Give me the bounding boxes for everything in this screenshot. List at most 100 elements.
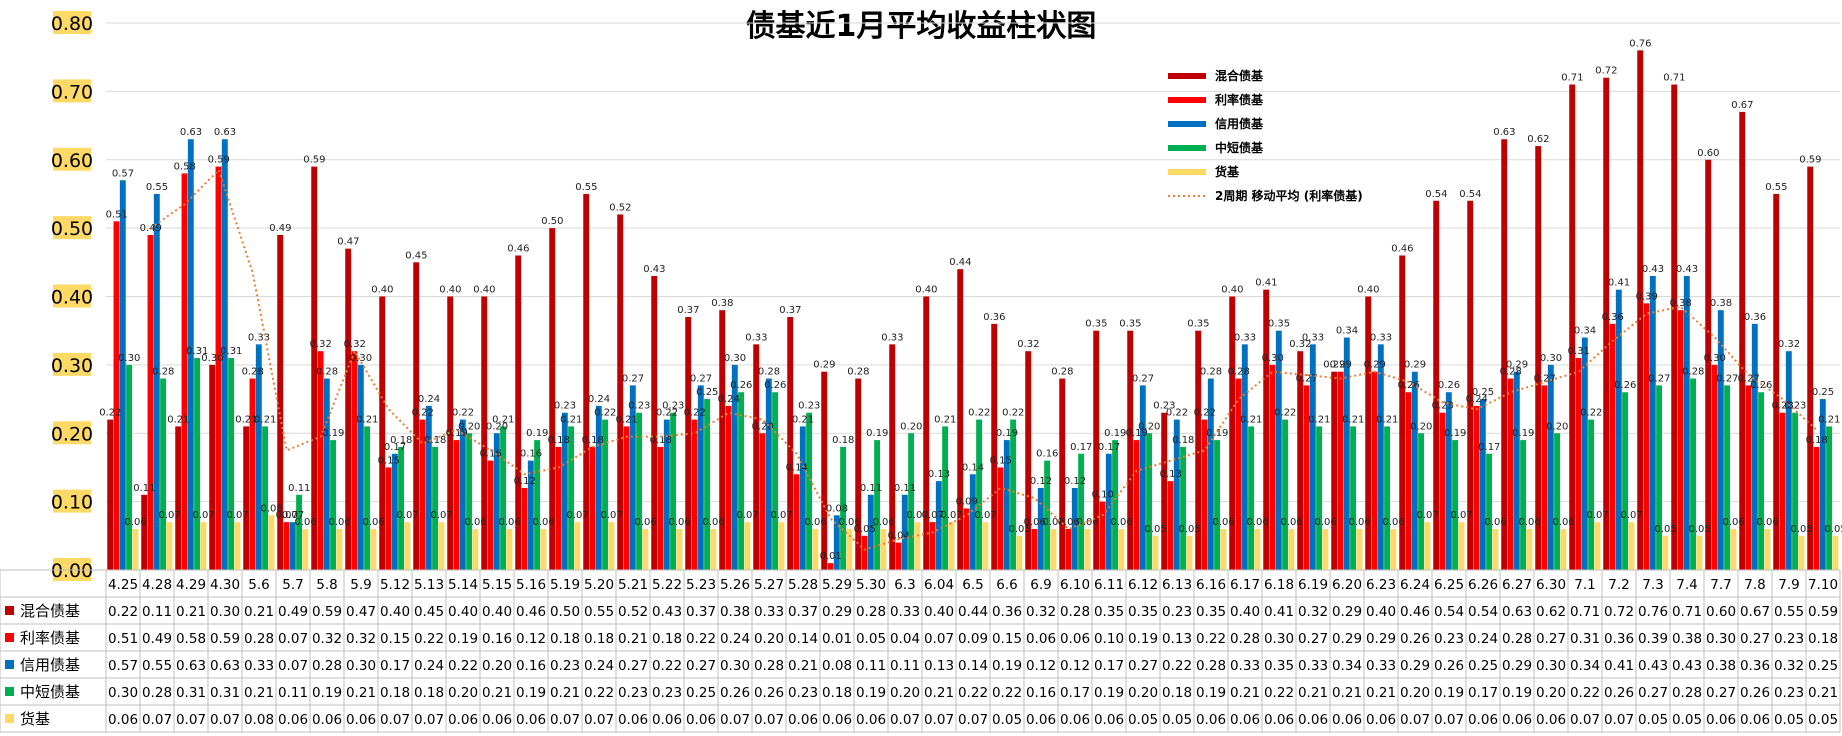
table-cell: 0.20 — [1400, 685, 1430, 701]
table-cell: 0.21 — [924, 685, 954, 701]
data-label: 0.54 — [1459, 189, 1481, 200]
data-label: 0.06 — [1348, 517, 1370, 528]
data-label: 0.54 — [1425, 189, 1447, 200]
data-label: 0.37 — [779, 305, 801, 316]
data-label: 0.06 — [1280, 517, 1302, 528]
data-label: 0.33 — [745, 332, 767, 343]
data-label: 0.06 — [294, 517, 316, 528]
xtick-label: 5.14 — [448, 577, 478, 593]
data-label: 0.55 — [575, 182, 597, 193]
bar — [534, 440, 541, 570]
bar — [1792, 412, 1799, 570]
bar — [889, 344, 896, 570]
bar — [744, 522, 751, 570]
xtick-label: 4.28 — [142, 577, 172, 593]
table-cell: 0.40 — [380, 604, 410, 620]
ytick-bg — [53, 216, 91, 240]
chart-title: 债基近1月平均收益柱状图 — [746, 9, 1097, 44]
table-cell: 0.54 — [1468, 604, 1498, 620]
table-cell: 0.06 — [516, 712, 546, 728]
data-label: 0.46 — [1391, 243, 1413, 254]
bar — [1683, 275, 1690, 570]
table-cell: 0.41 — [1264, 604, 1294, 620]
data-label: 0.23 — [1153, 401, 1175, 412]
bar — [1649, 275, 1656, 570]
table-cell: 0.06 — [1230, 712, 1260, 728]
table-cell: 0.04 — [890, 631, 920, 647]
table-cell: 0.20 — [482, 658, 512, 674]
table-cell: 0.21 — [1298, 685, 1328, 701]
bar — [685, 317, 692, 570]
data-label: 0.06 — [702, 517, 724, 528]
table-cell: 0.30 — [346, 658, 376, 674]
table-cell: 0.32 — [1026, 604, 1056, 620]
data-label: 0.44 — [949, 257, 971, 268]
bar — [935, 481, 942, 570]
data-label: 0.49 — [269, 223, 291, 234]
y-axis: 0.00 0.10 0.20 0.30 0.40 0.50 0.60 0.70 0.80 — [51, 11, 93, 582]
table-cell: 0.15 — [992, 631, 1022, 647]
table-cell: 0.23 — [1774, 685, 1804, 701]
data-label: 0.28 — [1051, 367, 1073, 378]
bar — [1127, 330, 1134, 570]
bar — [493, 433, 500, 570]
data-label: 0.20 — [1410, 421, 1432, 432]
data-label: 0.45 — [405, 250, 427, 261]
table-cell: 0.07 — [924, 712, 954, 728]
table-cell: 0.18 — [550, 631, 580, 647]
data-label: 0.30 — [350, 353, 372, 364]
data-label: 0.40 — [439, 285, 461, 296]
table-cell: 0.06 — [652, 712, 682, 728]
data-label: 0.21 — [1308, 414, 1330, 425]
data-label: 0.29 — [813, 360, 835, 371]
bar — [1535, 146, 1542, 570]
data-label: 0.31 — [186, 346, 208, 357]
bar — [731, 364, 738, 571]
table-legend-key — [5, 687, 14, 696]
bar — [243, 426, 250, 570]
table-cell: 0.27 — [1128, 658, 1158, 674]
table-legend-key — [5, 633, 14, 642]
data-label: 0.29 — [1506, 360, 1528, 371]
table-cell: 0.21 — [788, 658, 818, 674]
bar — [1745, 385, 1752, 570]
table-cell: 0.27 — [1536, 631, 1566, 647]
data-label: 0.22 — [594, 408, 616, 419]
bar — [976, 419, 983, 570]
data-label: 0.06 — [1722, 517, 1744, 528]
table-cell: 0.28 — [1502, 631, 1532, 647]
bar — [351, 351, 358, 570]
xtick-label: 7.7 — [1710, 577, 1731, 593]
data-label: 0.18 — [1172, 435, 1194, 446]
xtick-label: 5.27 — [754, 577, 784, 593]
bar — [908, 433, 915, 570]
data-label: 0.25 — [1812, 387, 1834, 398]
xtick-label: 7.4 — [1676, 577, 1697, 593]
table-cell: 0.18 — [652, 631, 682, 647]
table-cell: 0.29 — [1332, 631, 1362, 647]
table-cell: 0.38 — [1706, 658, 1736, 674]
data-label: 0.12 — [1030, 476, 1052, 487]
bar — [432, 446, 439, 570]
bar — [1093, 330, 1100, 570]
table-legend-key — [5, 606, 14, 615]
bar — [963, 508, 970, 570]
data-label: 0.20 — [486, 421, 508, 432]
table-cell: 0.07 — [754, 712, 784, 728]
data-label: 0.21 — [616, 414, 638, 425]
table-cell: 0.21 — [1230, 685, 1260, 701]
data-label: 0.40 — [915, 285, 937, 296]
data-label: 0.71 — [1561, 73, 1583, 84]
xtick-label: 6.11 — [1094, 577, 1124, 593]
bar — [948, 522, 955, 570]
data-label: 0.06 — [1518, 517, 1540, 528]
data-label: 0.63 — [180, 127, 202, 138]
table-cell: 0.06 — [1196, 712, 1226, 728]
data-label: 0.15 — [378, 455, 400, 466]
data-label: 0.22 — [684, 408, 706, 419]
table-cell: 0.63 — [1502, 604, 1532, 620]
bar — [555, 446, 562, 570]
bar — [812, 528, 819, 570]
bar — [1492, 528, 1499, 570]
table-cell: 0.30 — [108, 685, 138, 701]
